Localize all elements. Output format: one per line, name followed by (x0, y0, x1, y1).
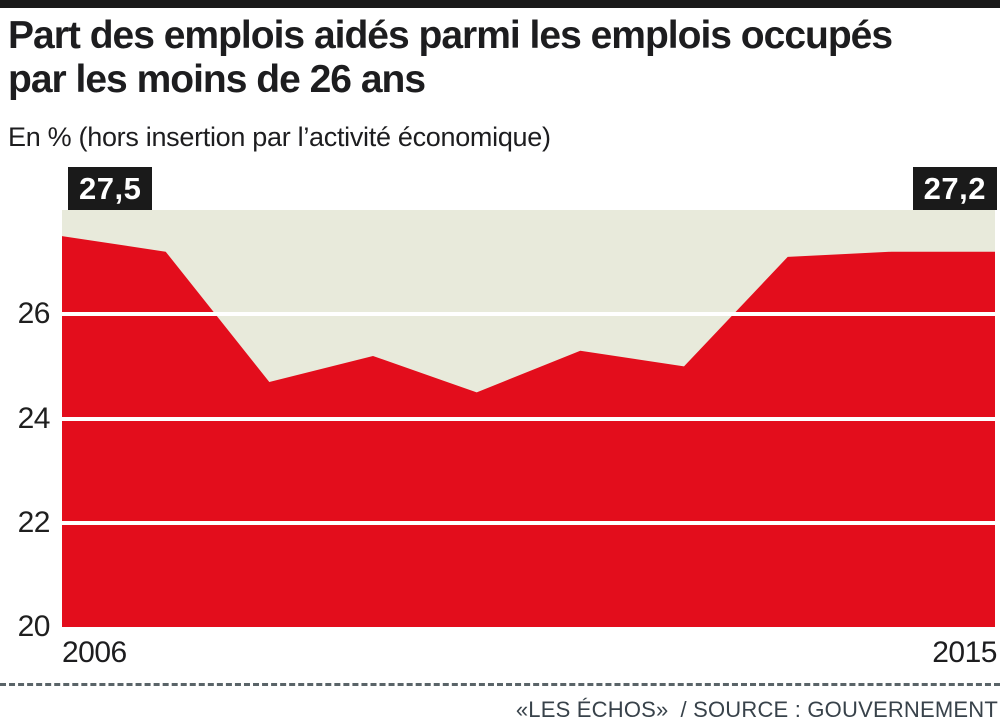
x-axis-label-end: 2015 (932, 636, 997, 669)
y-tick-label-26: 26 (17, 297, 51, 331)
start-value-text: 27,5 (79, 171, 142, 206)
chart-title: Part des emplois aidés parmi les emplois… (8, 14, 993, 102)
source-credit-line: «LES ÉCHOS» / SOURCE : GOUVERNEMENT (516, 698, 998, 722)
gridline-24 (62, 416, 995, 421)
end-value-callout: 27,2 (912, 167, 997, 227)
x-axis-label-start: 2006 (62, 636, 127, 669)
end-value-text: 27,2 (923, 171, 986, 206)
dashed-divider (0, 683, 1000, 686)
start-value-callout: 27,5 (68, 167, 153, 227)
y-tick-label-24: 24 (17, 401, 51, 435)
top-accent-bar (0, 0, 1000, 8)
credit-label: «LES ÉCHOS» (515, 697, 669, 722)
y-tick-label-20: 20 (17, 610, 51, 643)
gridline-22 (62, 520, 995, 525)
chart-subtitle: En % (hors insertion par l’activité écon… (8, 122, 551, 152)
chart-title-line1: Part des emplois aidés parmi les emplois… (8, 14, 893, 57)
gridline-26 (62, 312, 995, 317)
chart-title-line2: par les moins de 26 ans (8, 58, 426, 101)
source-label: / SOURCE : GOUVERNEMENT (680, 697, 998, 722)
plot-area (62, 210, 995, 627)
area-series-emplois-aides (62, 236, 995, 627)
y-axis: 26 24 22 20 (0, 210, 51, 642)
area-chart-svg (62, 236, 995, 627)
y-tick-label-22: 22 (17, 505, 51, 539)
